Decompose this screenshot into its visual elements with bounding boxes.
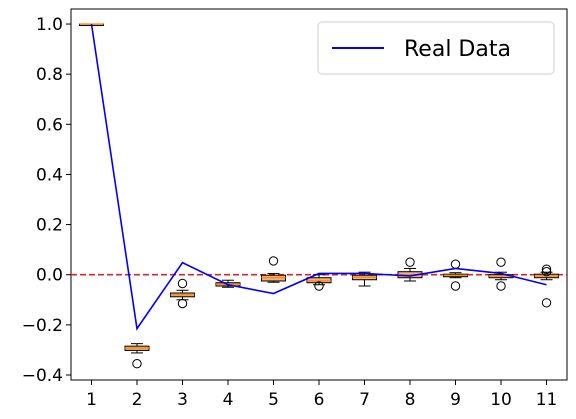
x-tick-label: 7 (359, 390, 370, 410)
outlier-point (314, 281, 324, 291)
box-2 (124, 343, 150, 369)
y-tick-label: −0.2 (22, 316, 63, 336)
box-body (306, 277, 332, 284)
outlier-point (132, 359, 142, 369)
x-tick-label: 6 (314, 390, 325, 410)
outlier-point (177, 298, 188, 309)
outlier-point (496, 257, 506, 267)
x-tick-label: 1 (86, 390, 97, 410)
y-tick-label: 0.4 (36, 165, 63, 185)
outlier-point (541, 298, 552, 308)
box-10 (488, 257, 514, 291)
box-plots (78, 23, 560, 369)
x-tick-label: 8 (405, 390, 416, 410)
x-tick-label: 5 (268, 390, 279, 410)
y-axis: −0.4 −0.2 0.0 0.2 0.4 0.6 0.8 1.0 (22, 15, 71, 386)
legend: Real Data (317, 21, 555, 75)
y-tick-label: −0.4 (22, 366, 63, 386)
x-tick-label: 11 (536, 390, 558, 410)
x-tick-label: 3 (177, 390, 188, 410)
x-tick-label: 10 (490, 390, 512, 410)
legend-frame (317, 21, 555, 75)
box-3 (169, 278, 195, 309)
y-tick-label: 0.8 (36, 65, 63, 85)
outlier-point (405, 257, 415, 267)
box-11 (534, 264, 560, 308)
legend-label-real-data: Real Data (404, 37, 511, 62)
x-tick-label: 2 (132, 390, 143, 410)
y-tick-label: 0.0 (36, 266, 63, 286)
x-tick-label: 4 (223, 390, 234, 410)
outlier-point (496, 281, 506, 291)
box-6 (306, 274, 332, 291)
outlier-point (541, 264, 552, 274)
x-tick-label: 9 (450, 390, 461, 410)
outlier-point (268, 256, 279, 266)
outlier-point (450, 281, 461, 291)
outlier-point (177, 278, 188, 289)
box-7 (352, 271, 378, 287)
y-tick-label: 0.6 (36, 115, 63, 135)
y-tick-label: 0.2 (36, 216, 63, 236)
x-axis: 1 2 3 4 5 6 7 8 9 10 11 (86, 380, 557, 410)
box-5 (260, 256, 286, 283)
outlier-point (541, 267, 552, 277)
y-tick-label: 1.0 (36, 15, 63, 35)
real-data-line (90, 23, 547, 331)
